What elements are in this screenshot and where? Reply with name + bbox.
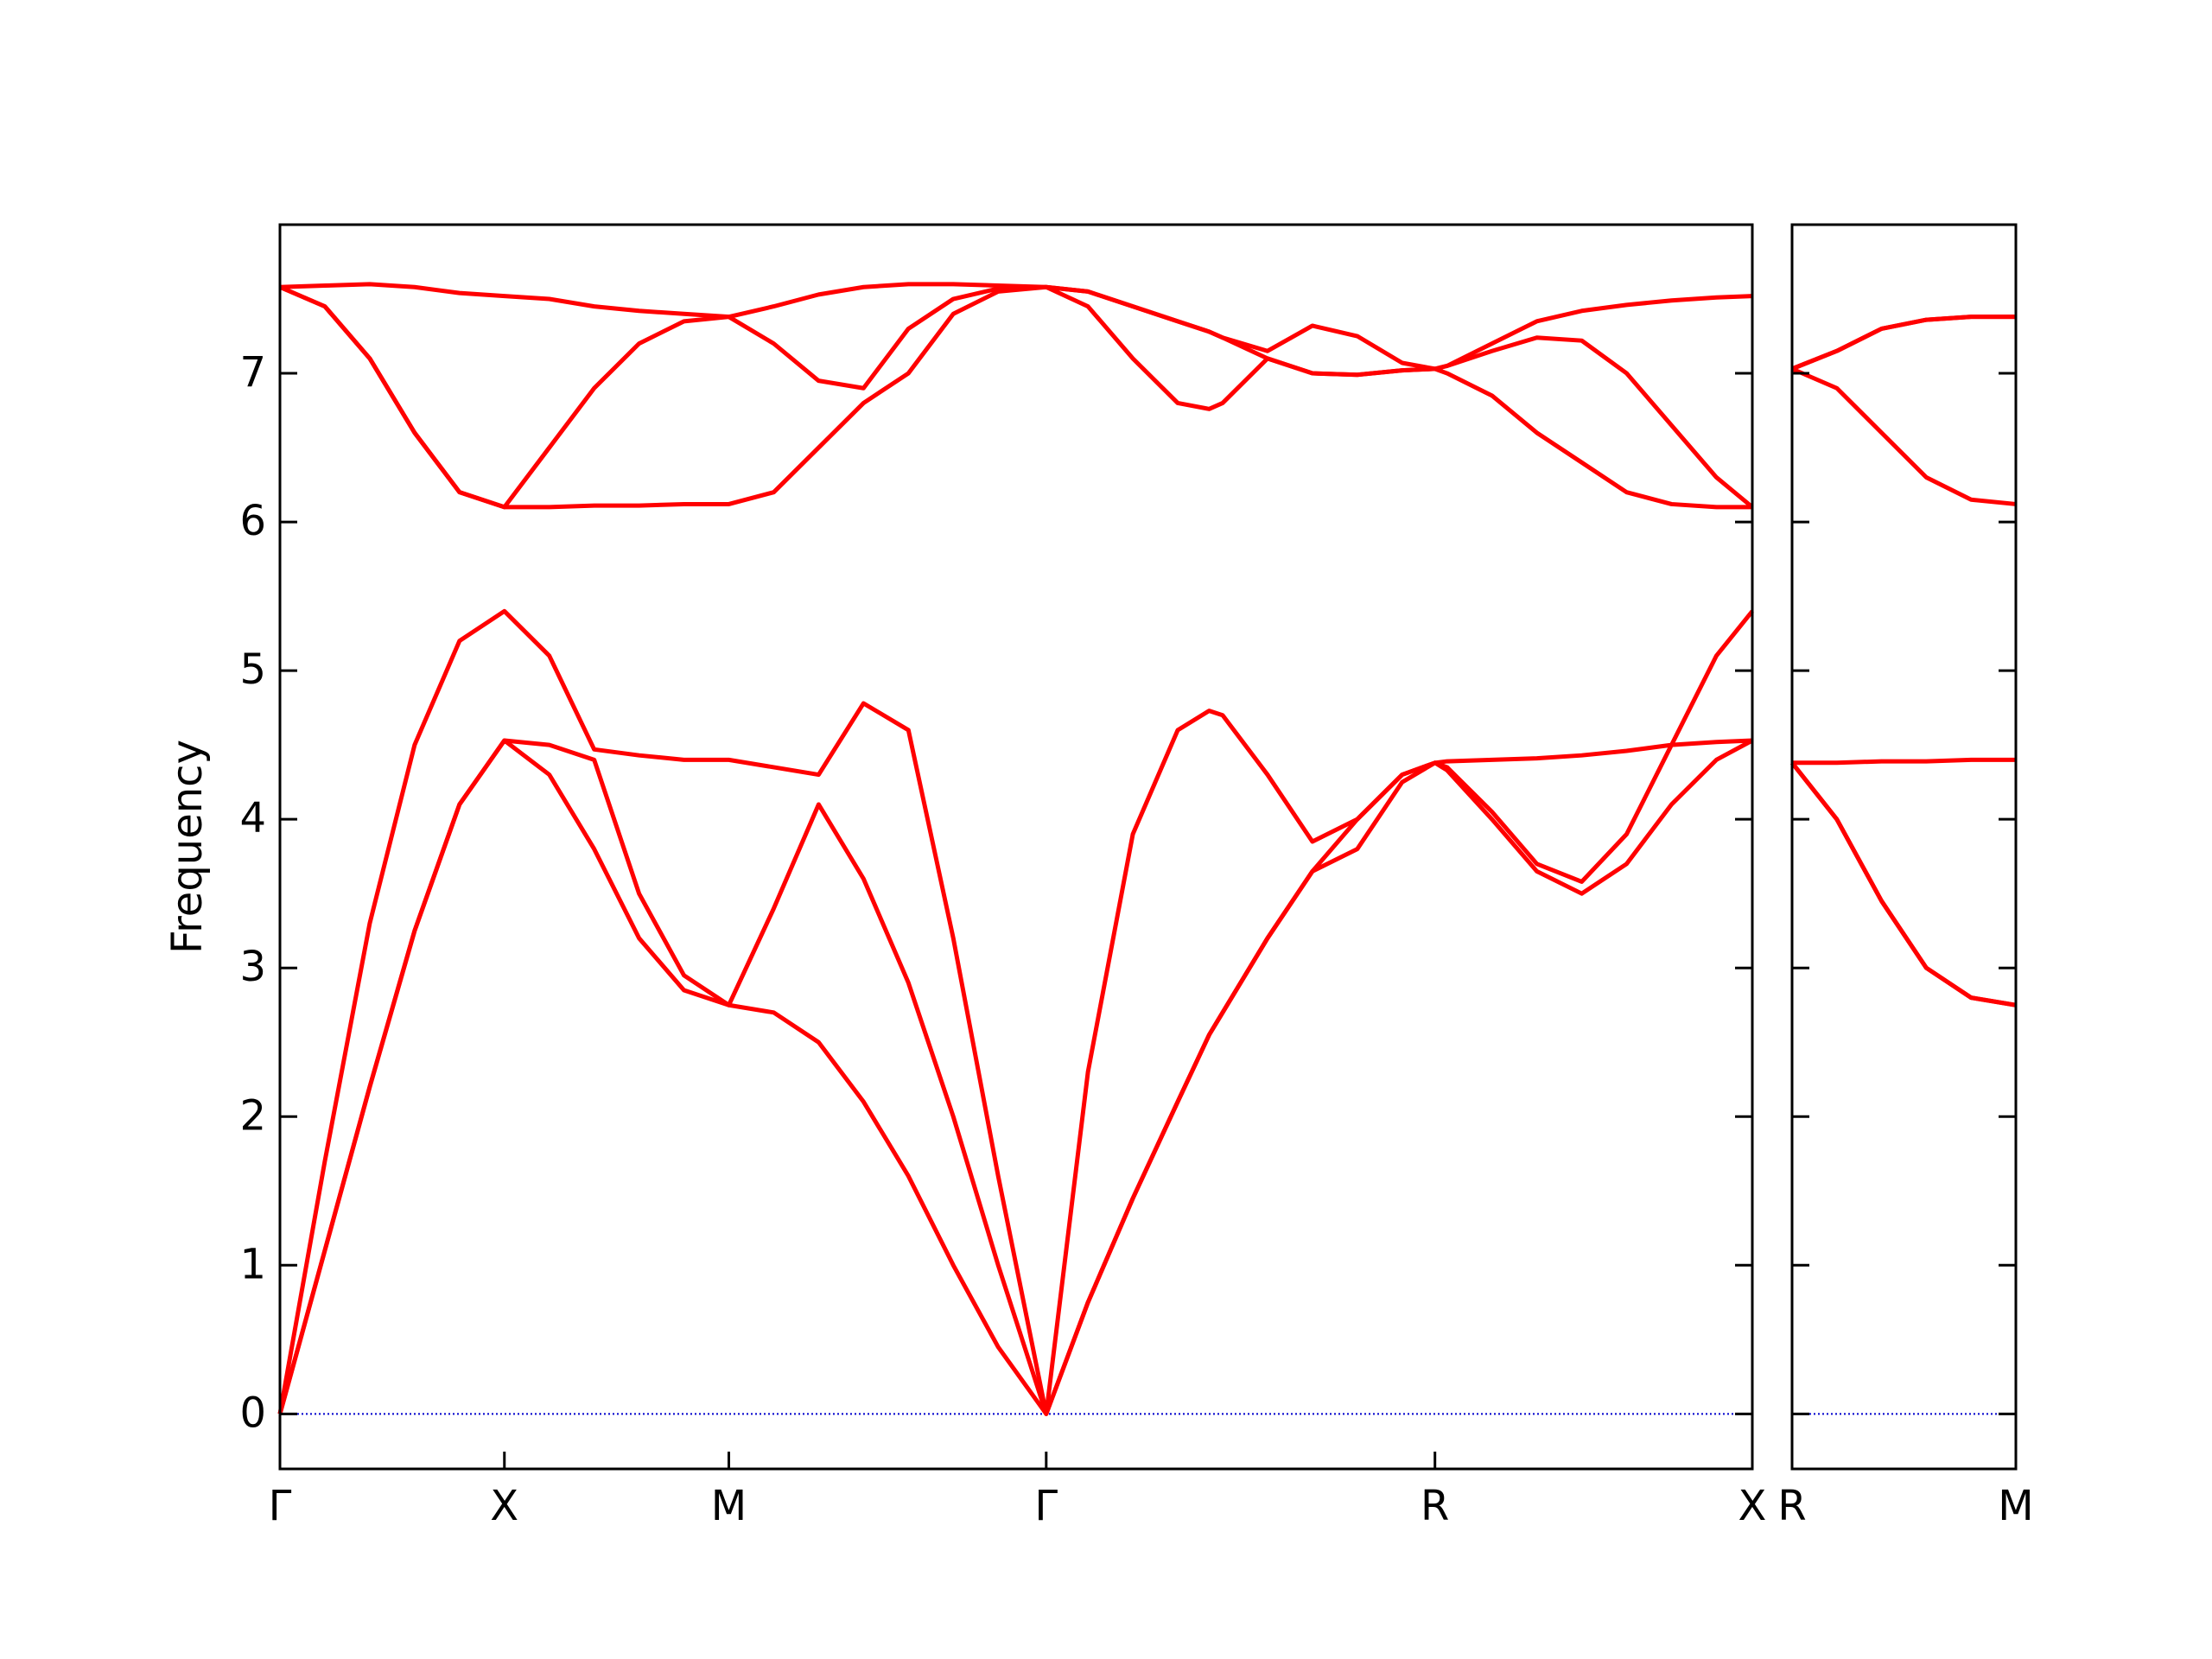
band-line xyxy=(279,284,1752,510)
x-tick-label: R xyxy=(1777,1482,1806,1530)
x-tick-label: X xyxy=(490,1482,518,1530)
band-line xyxy=(1790,761,2017,1007)
x-tick-label: M xyxy=(711,1482,747,1530)
axes-frame xyxy=(1790,223,2018,1471)
y-tick-label: 2 xyxy=(239,1091,266,1140)
x-tick-label: X xyxy=(1738,1482,1767,1530)
band-line xyxy=(279,282,1753,372)
x-tick-label: Γ xyxy=(269,1482,292,1530)
x-tick-label: Γ xyxy=(1034,1482,1058,1530)
y-tick-label: 6 xyxy=(239,497,266,545)
x-tick-label: M xyxy=(1998,1482,2033,1530)
y-tick-label: 3 xyxy=(239,943,266,991)
y-tick-label: 7 xyxy=(239,348,266,397)
band-line xyxy=(1790,761,2017,1007)
y-axis-label: Frequency xyxy=(163,740,212,954)
band-line xyxy=(1792,757,2016,766)
band-line xyxy=(277,608,1754,1416)
y-tick-label: 1 xyxy=(239,1240,266,1288)
band-line xyxy=(277,738,1753,1416)
y-tick-label: 5 xyxy=(239,645,266,694)
band-line xyxy=(1791,315,2016,372)
band-line xyxy=(279,284,1754,510)
axes-frame xyxy=(278,223,1754,1471)
y-tick-label: 0 xyxy=(239,1389,266,1437)
band-line xyxy=(277,738,1754,1416)
y-tick-label: 4 xyxy=(239,794,266,842)
x-tick-label: R xyxy=(1421,1482,1449,1530)
band-line xyxy=(1791,366,2017,506)
